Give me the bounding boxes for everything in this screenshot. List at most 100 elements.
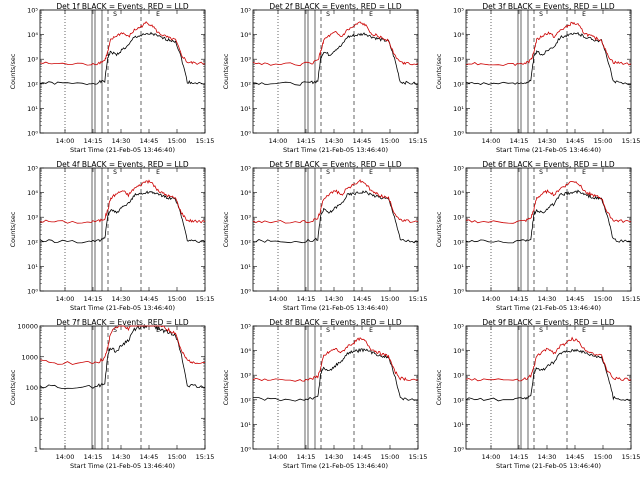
y-tick-label: 10⁴ xyxy=(27,189,38,197)
x-tick-label: 14:45 xyxy=(566,295,585,303)
y-tick-label: 10⁵ xyxy=(27,165,38,173)
y-tick-label: 10¹ xyxy=(453,263,464,271)
x-tick-label: 15:15 xyxy=(196,137,215,145)
x-tick-label: 15:15 xyxy=(409,453,428,461)
x-axis-label: Start Time (21-Feb-05 13:46:40) xyxy=(283,146,388,154)
x-axis-label: Start Time (21-Feb-05 13:46:40) xyxy=(496,304,601,312)
plot-frame xyxy=(465,9,632,134)
x-tick-label: 14:30 xyxy=(112,295,131,303)
chart-title: Det 6f BLACK = Events, RED = LLD xyxy=(482,160,615,169)
x-tick-label: 14:45 xyxy=(353,295,372,303)
y-tick-label: 10⁴ xyxy=(240,31,251,39)
y-axis-label: Counts/sec xyxy=(222,53,230,89)
y-tick-label: 100 xyxy=(26,384,38,392)
marker-label: S xyxy=(113,11,117,18)
lld-series-line xyxy=(39,325,206,365)
plot-frame xyxy=(252,167,419,292)
chart-panel-5: Det 5f BLACK = Events, RED = LLD 10⁰ 10¹ 10… xyxy=(222,160,427,312)
y-tick-label: 10² xyxy=(240,396,251,404)
x-tick-label: 14:15 xyxy=(297,453,316,461)
x-tick-label: 14:45 xyxy=(140,137,159,145)
x-tick-label: 14:15 xyxy=(510,453,529,461)
x-axis-label: Start Time (21-Feb-05 13:46:40) xyxy=(496,462,601,470)
chart-panel-1: Det 1f BLACK = Events, RED = LLD 10⁰ 10¹ 10… xyxy=(9,2,214,154)
lld-series-line xyxy=(39,21,206,66)
x-tick-label: 14:15 xyxy=(84,453,103,461)
y-tick-label: 10⁵ xyxy=(453,323,464,331)
y-tick-label: 10⁰ xyxy=(240,446,251,454)
y-tick-label: 10⁴ xyxy=(240,347,251,355)
marker-label: E xyxy=(369,327,373,334)
chart-title: Det 9f BLACK = Events, RED = LLD xyxy=(482,318,615,327)
x-tick-label: 14:00 xyxy=(269,295,288,303)
y-tick-label: 10³ xyxy=(27,214,38,222)
y-tick-label: 10 xyxy=(30,415,38,423)
y-tick-label: 10² xyxy=(240,80,251,88)
y-axis-label: Counts/sec xyxy=(222,211,230,247)
x-tick-label: 15:15 xyxy=(622,453,640,461)
x-tick-label: 15:00 xyxy=(381,137,400,145)
chart-title: Det 3f BLACK = Events, RED = LLD xyxy=(482,2,615,11)
chart-panel-7: Det 7f BLACK = Events, RED = LLD 1 10 100 10… xyxy=(9,318,214,470)
chart-title: Det 4f BLACK = Events, RED = LLD xyxy=(56,160,189,169)
y-axis-label: Counts/sec xyxy=(9,369,17,405)
x-tick-label: 15:15 xyxy=(196,453,215,461)
x-tick-label: 14:00 xyxy=(269,137,288,145)
x-tick-label: 14:00 xyxy=(56,137,75,145)
y-tick-label: 10³ xyxy=(240,56,251,64)
y-tick-label: 10⁵ xyxy=(453,165,464,173)
x-tick-label: 15:00 xyxy=(168,137,187,145)
events-series-line xyxy=(39,190,206,244)
y-tick-label: 10² xyxy=(453,80,464,88)
y-tick-label: 10⁵ xyxy=(240,165,251,173)
x-tick-label: 15:15 xyxy=(196,295,215,303)
y-tick-label: 10¹ xyxy=(240,421,251,429)
y-tick-label: 10³ xyxy=(453,56,464,64)
x-tick-label: 14:45 xyxy=(140,295,159,303)
y-tick-label: 10³ xyxy=(240,214,251,222)
y-axis-label: Counts/sec xyxy=(9,211,17,247)
marker-label: S xyxy=(326,169,330,176)
x-tick-label: 15:15 xyxy=(622,137,640,145)
marker-label: S xyxy=(326,11,330,18)
y-tick-label: 10³ xyxy=(240,372,251,380)
y-tick-label: 10⁴ xyxy=(27,31,38,39)
y-tick-label: 10⁰ xyxy=(453,130,464,138)
marker-label: S xyxy=(539,169,543,176)
y-tick-label: 10¹ xyxy=(240,105,251,113)
y-tick-label: 10⁴ xyxy=(453,347,464,355)
marker-label: E xyxy=(369,11,373,18)
x-tick-label: 14:45 xyxy=(566,453,585,461)
x-tick-label: 15:00 xyxy=(594,453,613,461)
chart-title: Det 8f BLACK = Events, RED = LLD xyxy=(269,318,402,327)
lld-series-line xyxy=(465,336,632,382)
chart-title: Det 7f BLACK = Events, RED = LLD xyxy=(56,318,189,327)
y-axis-label: Counts/sec xyxy=(222,369,230,405)
x-tick-label: 15:00 xyxy=(381,295,400,303)
lld-series-line xyxy=(252,337,419,382)
y-tick-label: 1 xyxy=(34,446,38,454)
y-tick-label: 10² xyxy=(240,238,251,246)
y-tick-label: 10⁵ xyxy=(27,7,38,15)
y-tick-label: 10⁰ xyxy=(453,288,464,296)
y-axis-label: Counts/sec xyxy=(435,211,443,247)
chart-title: Det 2f BLACK = Events, RED = LLD xyxy=(269,2,402,11)
x-tick-label: 14:30 xyxy=(538,453,557,461)
marker-label: S xyxy=(113,327,117,334)
x-tick-label: 15:00 xyxy=(168,453,187,461)
x-tick-label: 15:00 xyxy=(594,295,613,303)
x-axis-label: Start Time (21-Feb-05 13:46:40) xyxy=(70,304,175,312)
y-axis-label: Counts/sec xyxy=(435,53,443,89)
y-tick-label: 10⁵ xyxy=(240,7,251,15)
x-tick-label: 14:00 xyxy=(56,453,75,461)
chart-panel-6: Det 6f BLACK = Events, RED = LLD 10⁰ 10¹ 10… xyxy=(435,160,640,312)
y-axis-label: Counts/sec xyxy=(435,369,443,405)
y-tick-label: 10000 xyxy=(17,323,38,331)
x-tick-label: 15:15 xyxy=(409,137,428,145)
y-tick-label: 10² xyxy=(453,238,464,246)
chart-title: Det 5f BLACK = Events, RED = LLD xyxy=(269,160,402,169)
y-tick-label: 10⁰ xyxy=(27,130,38,138)
x-tick-label: 15:00 xyxy=(381,453,400,461)
y-tick-label: 10² xyxy=(27,238,38,246)
x-tick-label: 15:00 xyxy=(168,295,187,303)
